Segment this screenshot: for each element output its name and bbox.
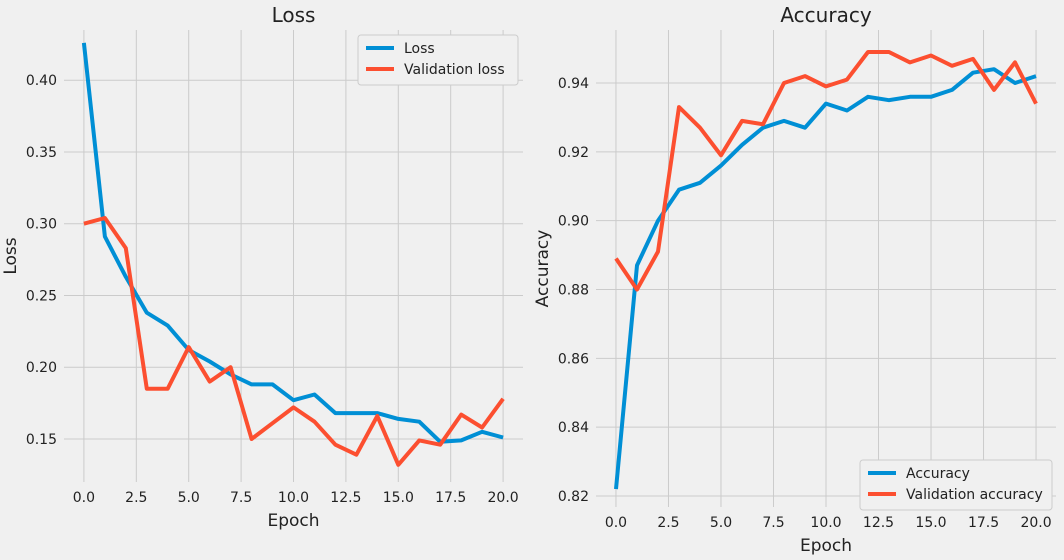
- x-tick-label: 15.0: [915, 515, 946, 531]
- legend-label-validation-loss: Validation loss: [404, 62, 505, 78]
- x-tick-label: 0.0: [73, 490, 95, 506]
- x-tick-label: 5.0: [710, 515, 732, 531]
- y-tick-label: 0.15: [26, 432, 57, 448]
- x-tick-label: 7.5: [762, 515, 784, 531]
- y-tick-label: 0.82: [558, 489, 589, 505]
- x-tick-label: 15.0: [383, 490, 414, 506]
- x-axis-label: Epoch: [800, 536, 852, 556]
- y-tick-label: 0.84: [558, 420, 589, 436]
- loss-chart: 0.0 2.5 5.0 7.5 10.0 12.5 15.0 17.5 20.0 0.15 0.20…: [1, 3, 523, 531]
- legend-box: [357, 34, 519, 86]
- y-tick-label: 0.92: [558, 145, 589, 161]
- accuracy-series-line: [614, 67, 1037, 490]
- x-tick-label: 20.0: [488, 490, 519, 506]
- x-tick-label: 10.0: [278, 490, 309, 506]
- x-tick-label: 5.0: [178, 490, 200, 506]
- y-tick-label: 0.40: [26, 73, 57, 89]
- x-tick-label: 20.0: [1020, 515, 1051, 531]
- legend-label-loss: Loss: [404, 41, 435, 57]
- loss-series-line: [81, 42, 504, 444]
- x-axis-label: Epoch: [267, 511, 319, 531]
- y-tick-label: 0.94: [558, 76, 589, 92]
- x-tick-label: 12.5: [330, 490, 361, 506]
- y-tick-label: 0.35: [26, 145, 57, 161]
- y-tick-label: 0.25: [26, 288, 57, 304]
- legend: Loss Validation loss: [357, 34, 519, 86]
- x-tick-label: 0.0: [605, 515, 627, 531]
- x-tick-label: 2.5: [125, 490, 147, 506]
- x-tick-label: 10.0: [810, 515, 841, 531]
- y-axis-label: Accuracy: [533, 230, 553, 308]
- x-tick-label: 7.5: [230, 490, 252, 506]
- x-tick-label: 12.5: [863, 515, 894, 531]
- y-tick-label: 0.90: [558, 214, 589, 230]
- legend-label-validation-accuracy: Validation accuracy: [906, 487, 1043, 503]
- y-tick-label: 0.86: [558, 351, 589, 367]
- y-tick-label: 0.88: [558, 282, 589, 298]
- chart-title: Loss: [272, 3, 316, 27]
- accuracy-chart: 0.0 2.5 5.0 7.5 10.0 12.5 15.0 17.5 20.0 0.82 0.84…: [533, 3, 1056, 556]
- legend-box: [859, 459, 1053, 511]
- x-tick-label: 17.5: [968, 515, 999, 531]
- x-tick-label: 17.5: [435, 490, 466, 506]
- legend: Accuracy Validation accuracy: [859, 459, 1053, 511]
- validation-accuracy-series-line: [614, 50, 1038, 292]
- legend-label-accuracy: Accuracy: [906, 466, 970, 482]
- y-tick-label: 0.20: [26, 360, 57, 376]
- validation-loss-series-line: [83, 216, 505, 467]
- y-tick-label: 0.30: [26, 217, 57, 233]
- x-tick-label: 2.5: [657, 515, 679, 531]
- y-axis-label: Loss: [1, 237, 21, 274]
- chart-title: Accuracy: [780, 3, 871, 27]
